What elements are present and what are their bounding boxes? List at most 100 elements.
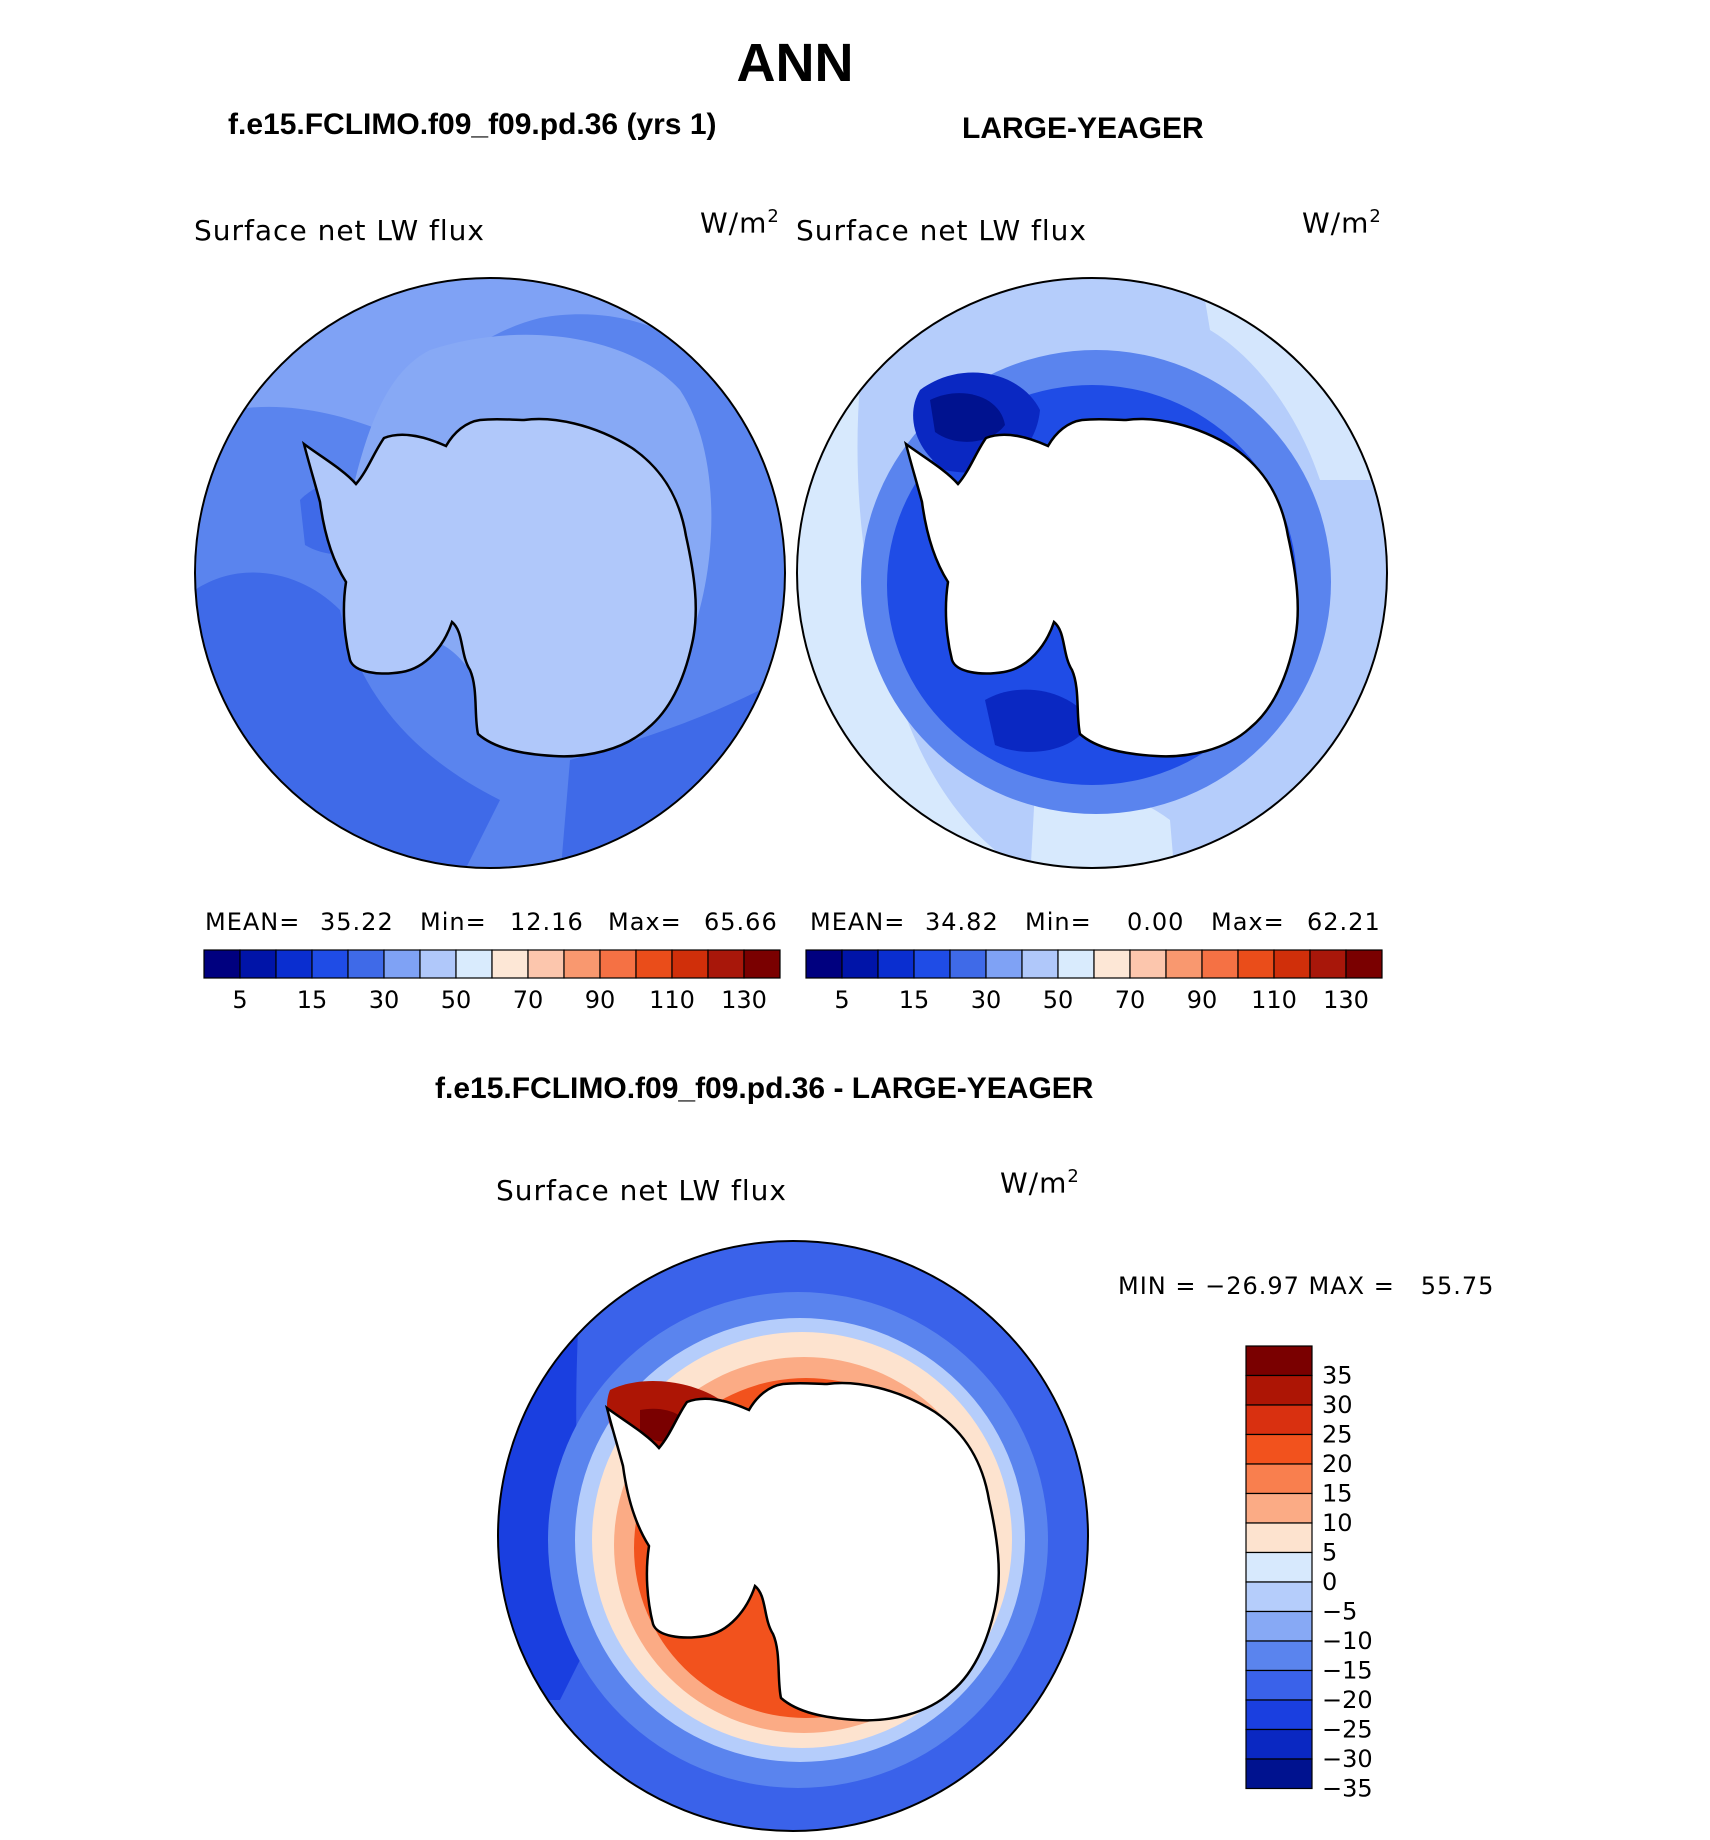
colorbar-swatch — [491, 949, 529, 979]
difference-units-label: W/m2 — [1000, 1166, 1080, 1200]
colorbar-tick-label: −35 — [1322, 1775, 1373, 1803]
colorbar-tick-label: −20 — [1322, 1686, 1373, 1714]
colorbar-tick-label: −15 — [1322, 1657, 1373, 1685]
colorbar-tick-label: 90 — [585, 986, 616, 1014]
colorbar-tick-label: −25 — [1322, 1716, 1373, 1744]
colorbar-swatch — [1245, 1699, 1313, 1731]
difference-minmax-text: MIN = −26.97 MAX = 55.75 — [1118, 1272, 1495, 1300]
colorbar-swatch — [1245, 1404, 1313, 1436]
colorbar-swatch — [347, 949, 385, 979]
colorbar-swatch — [203, 949, 241, 979]
colorbar-swatch — [1129, 949, 1167, 979]
panel-left-mean-label: MEAN= — [205, 908, 301, 936]
panel-left-max-value: 65.66 — [704, 908, 778, 936]
map-right-contours — [796, 277, 1388, 869]
colorbar-tick-label: 35 — [1322, 1362, 1353, 1390]
colorbar-swatch — [311, 949, 349, 979]
colorbar-swatch — [1245, 1581, 1313, 1613]
colorbar-tick-label: 20 — [1322, 1450, 1353, 1478]
colorbar-tick-label: 0 — [1322, 1568, 1337, 1596]
colorbar-swatch — [1021, 949, 1059, 979]
colorbar-tick-label: −10 — [1322, 1627, 1373, 1655]
panel-right-header: LARGE-YEAGER — [962, 112, 1204, 145]
panel-right-units-label: W/m2 — [1302, 206, 1382, 240]
colorbar-swatch — [563, 949, 601, 979]
panel-right-mean-value: 34.82 — [925, 908, 999, 936]
colorbar-left: 5 15 30 50 70 90 110 130 — [203, 949, 781, 1014]
panel-right-max-value: 62.21 — [1307, 908, 1381, 936]
colorbar-swatch — [1237, 949, 1275, 979]
colorbar-swatch — [707, 949, 745, 979]
colorbar-tick-label: 15 — [297, 986, 328, 1014]
colorbar-swatch — [383, 949, 421, 979]
colorbar-swatch — [599, 949, 637, 979]
panel-left-min-label: Min= — [420, 908, 487, 936]
colorbar-swatch — [841, 949, 879, 979]
map-left-contours — [194, 277, 786, 869]
panel-right-min-label: Min= — [1025, 908, 1092, 936]
colorbar-swatch — [1245, 1551, 1313, 1583]
colorbar-tick-label: 10 — [1322, 1509, 1353, 1537]
colorbar-swatch — [985, 949, 1023, 979]
colorbar-swatch — [1345, 949, 1383, 979]
colorbar-swatch — [1309, 949, 1347, 979]
panel-left-header: f.e15.FCLIMO.f09_f09.pd.36 (yrs 1) — [228, 108, 717, 141]
colorbar-tick-label: −5 — [1322, 1598, 1357, 1626]
colorbar-tick-label: 15 — [899, 986, 930, 1014]
colorbar-swatch — [1245, 1433, 1313, 1465]
colorbar-tick-label: 5 — [232, 986, 247, 1014]
colorbar-swatch — [1245, 1758, 1313, 1790]
colorbar-swatch — [1245, 1640, 1313, 1672]
panel-left-variable-label: Surface net LW flux — [194, 214, 485, 247]
panel-right-max-label: Max= — [1211, 908, 1285, 936]
colorbar-swatch — [1245, 1610, 1313, 1642]
colorbar-swatch — [1245, 1492, 1313, 1524]
colorbar-swatch — [275, 949, 313, 979]
colorbar-tick-label: 110 — [1251, 986, 1297, 1014]
panel-right-min-value: 0.00 — [1127, 908, 1185, 936]
map-difference-contours — [497, 1240, 1089, 1832]
colorbar-swatch — [1245, 1522, 1313, 1554]
colorbar-tick-label: 130 — [1323, 986, 1369, 1014]
panel-left-units-label: W/m2 — [700, 206, 780, 240]
colorbar-swatch — [1093, 949, 1131, 979]
colorbar-swatch — [1165, 949, 1203, 979]
colorbar-swatch — [635, 949, 673, 979]
colorbar-tick-label: 50 — [441, 986, 472, 1014]
colorbar-swatch — [877, 949, 915, 979]
panel-left-max-label: Max= — [608, 908, 682, 936]
panel-left-mean-value: 35.22 — [320, 908, 394, 936]
difference-header: f.e15.FCLIMO.f09_f09.pd.36 - LARGE-YEAGE… — [435, 1072, 1094, 1105]
colorbar-tick-label: 50 — [1043, 986, 1074, 1014]
colorbar-swatch — [455, 949, 493, 979]
colorbar-tick-label: 5 — [834, 986, 849, 1014]
colorbar-tick-label: 30 — [971, 986, 1002, 1014]
colorbar-tick-label: 110 — [649, 986, 695, 1014]
colorbar-tick-label: 70 — [513, 986, 544, 1014]
colorbar-swatch — [1245, 1463, 1313, 1495]
colorbar-swatch — [805, 949, 843, 979]
colorbar-swatch — [419, 949, 457, 979]
page-title: ANN — [736, 33, 854, 93]
colorbar-swatch — [1057, 949, 1095, 979]
panel-right-mean-label: MEAN= — [810, 908, 906, 936]
difference-variable-label: Surface net LW flux — [496, 1174, 787, 1207]
colorbar-right: 5 15 30 50 70 90 110 130 — [805, 949, 1383, 1014]
colorbar-tick-label: −30 — [1322, 1745, 1373, 1773]
panel-right-variable-label: Surface net LW flux — [796, 214, 1087, 247]
colorbar-swatch — [1245, 1728, 1313, 1760]
colorbar-tick-label: 25 — [1322, 1421, 1353, 1449]
colorbar-tick-label: 30 — [369, 986, 400, 1014]
colorbar-swatch — [913, 949, 951, 979]
colorbar-tick-label: 30 — [1322, 1391, 1353, 1419]
colorbar-tick-label: 15 — [1322, 1480, 1353, 1508]
colorbar-swatch — [1201, 949, 1239, 979]
colorbar-swatch — [671, 949, 709, 979]
colorbar-swatch — [239, 949, 277, 979]
colorbar-swatch — [1245, 1345, 1313, 1377]
colorbar-tick-label: 130 — [721, 986, 767, 1014]
colorbar-swatch — [743, 949, 781, 979]
colorbar-swatch — [527, 949, 565, 979]
